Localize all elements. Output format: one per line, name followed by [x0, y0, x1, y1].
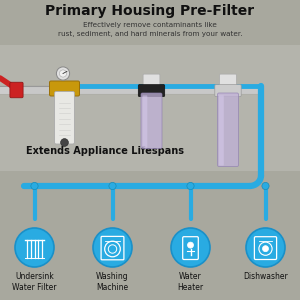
- Circle shape: [109, 182, 116, 190]
- FancyBboxPatch shape: [143, 74, 160, 88]
- Circle shape: [262, 246, 268, 252]
- Circle shape: [262, 182, 269, 190]
- Circle shape: [15, 228, 54, 267]
- Circle shape: [171, 228, 210, 267]
- FancyBboxPatch shape: [50, 81, 80, 96]
- Circle shape: [31, 182, 38, 190]
- Circle shape: [187, 182, 194, 190]
- Circle shape: [188, 242, 194, 248]
- FancyBboxPatch shape: [219, 95, 224, 166]
- FancyBboxPatch shape: [220, 74, 236, 88]
- Text: Dishwasher: Dishwasher: [243, 272, 288, 281]
- FancyBboxPatch shape: [142, 95, 147, 148]
- Text: Undersink
Water Filter: Undersink Water Filter: [12, 272, 57, 292]
- FancyBboxPatch shape: [55, 92, 74, 144]
- Circle shape: [61, 139, 68, 146]
- FancyBboxPatch shape: [141, 93, 162, 148]
- Circle shape: [59, 70, 67, 77]
- Circle shape: [246, 228, 285, 267]
- Text: Effectively remove contaminants like
rust, sediment, and hard minerals from your: Effectively remove contaminants like rus…: [58, 22, 242, 37]
- Text: Washing
Machine: Washing Machine: [96, 272, 129, 292]
- FancyBboxPatch shape: [10, 82, 23, 98]
- FancyBboxPatch shape: [218, 93, 239, 166]
- FancyBboxPatch shape: [215, 85, 241, 97]
- Circle shape: [93, 228, 132, 267]
- FancyBboxPatch shape: [138, 85, 165, 97]
- FancyBboxPatch shape: [0, 45, 300, 171]
- Text: Extends Appliance Lifespans: Extends Appliance Lifespans: [26, 146, 184, 157]
- Text: Water
Heater: Water Heater: [177, 272, 204, 292]
- Text: Primary Housing Pre-Filter: Primary Housing Pre-Filter: [45, 4, 255, 19]
- Circle shape: [56, 67, 70, 80]
